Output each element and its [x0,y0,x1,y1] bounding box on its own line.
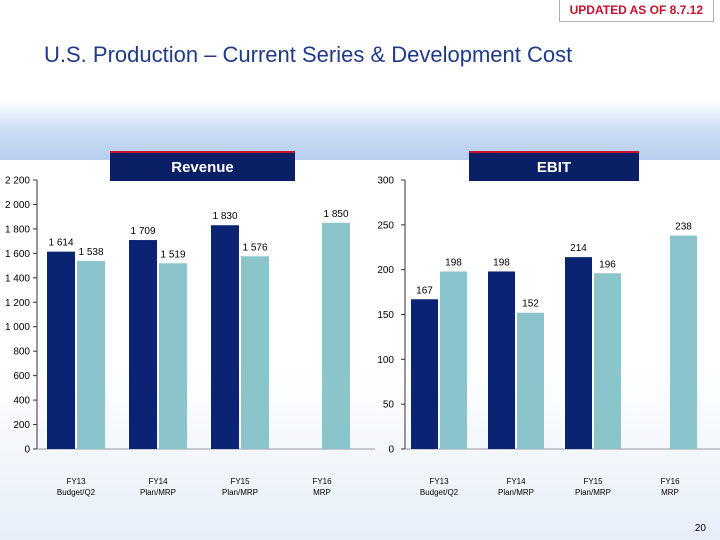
ebit-value-label: 152 [522,299,539,310]
revenue-bar-light [322,222,350,449]
ebit-tick-label: 100 [377,355,394,366]
ebit-value-label: 238 [675,222,692,233]
revenue-category-label: Plan/MRP [140,488,176,497]
revenue-tick-label: 200 [13,420,30,431]
revenue-bar-dark [211,225,239,449]
revenue-tick-label: 1 000 [5,322,30,333]
ebit-tick-label: 250 [377,220,394,231]
revenue-tick-label: 1 400 [5,273,30,284]
revenue-category-label: FY14 [148,477,168,486]
revenue-bar-light [77,260,105,449]
ebit-bar-dark [488,271,515,449]
revenue-tick-label: 400 [13,396,30,407]
revenue-tick-label: 600 [13,371,30,382]
revenue-value-label: 1 576 [242,242,267,253]
ebit-value-label: 196 [599,259,616,270]
ebit-tick-label: 150 [377,310,394,321]
ebit-category-label: FY15 [583,477,603,486]
page-number: 20 [694,523,706,534]
revenue-tick-label: 1 800 [5,224,30,235]
ebit-bar-dark [411,299,438,449]
revenue-tick-label: 1 600 [5,249,30,260]
ebit-value-label: 214 [570,243,587,254]
revenue-value-label: 1 830 [212,211,237,222]
ebit-value-label: 198 [493,257,510,268]
revenue-bar-dark [47,251,75,449]
revenue-category-label: FY15 [230,477,250,486]
revenue-tick-label: 2 200 [5,176,30,187]
ebit-value-label: 167 [416,285,433,296]
ebit-tick-label: 200 [377,265,394,276]
revenue-category-label: FY16 [312,477,332,486]
revenue-category-label: Plan/MRP [222,488,258,497]
ebit-category-label: FY16 [660,477,680,486]
revenue-bar-light [241,256,269,449]
ebit-bar-dark [565,257,592,449]
revenue-tick-label: 800 [13,347,30,358]
ebit-value-label: 198 [445,257,462,268]
ebit-bar-light [440,271,467,449]
revenue-value-label: 1 709 [130,226,155,237]
ebit-tick-label: 50 [383,400,395,411]
revenue-value-label: 1 538 [78,247,103,258]
revenue-tick-label: 0 [24,445,30,456]
background-stripe [0,100,720,160]
ebit-category-label: Budget/Q2 [420,488,459,497]
revenue-category-label: Budget/Q2 [57,488,96,497]
ebit-tick-label: 300 [377,176,394,187]
ebit-category-label: FY13 [429,477,449,486]
revenue-value-label: 1 614 [48,238,73,249]
revenue-bar-dark [129,240,157,449]
ebit-category-label: MRP [661,488,679,497]
update-badge: UPDATED AS OF 8.7.12 [558,0,714,22]
ebit-panel-title: EBIT [469,151,639,181]
revenue-value-label: 1 519 [160,249,185,260]
ebit-tick-label: 0 [388,445,394,456]
revenue-category-label: FY13 [66,477,86,486]
ebit-bar-light [670,235,697,449]
ebit-bar-light [517,312,544,449]
revenue-value-label: 1 850 [323,209,348,220]
revenue-tick-label: 1 200 [5,298,30,309]
slide-title: U.S. Production – Current Series & Devel… [44,42,573,67]
ebit-category-label: FY14 [506,477,526,486]
revenue-bar-light [159,263,187,449]
ebit-category-label: Plan/MRP [575,488,611,497]
revenue-tick-label: 2 000 [5,200,30,211]
revenue-panel-title: Revenue [110,151,295,181]
ebit-category-label: Plan/MRP [498,488,534,497]
ebit-bar-light [594,273,621,449]
revenue-category-label: MRP [313,488,331,497]
